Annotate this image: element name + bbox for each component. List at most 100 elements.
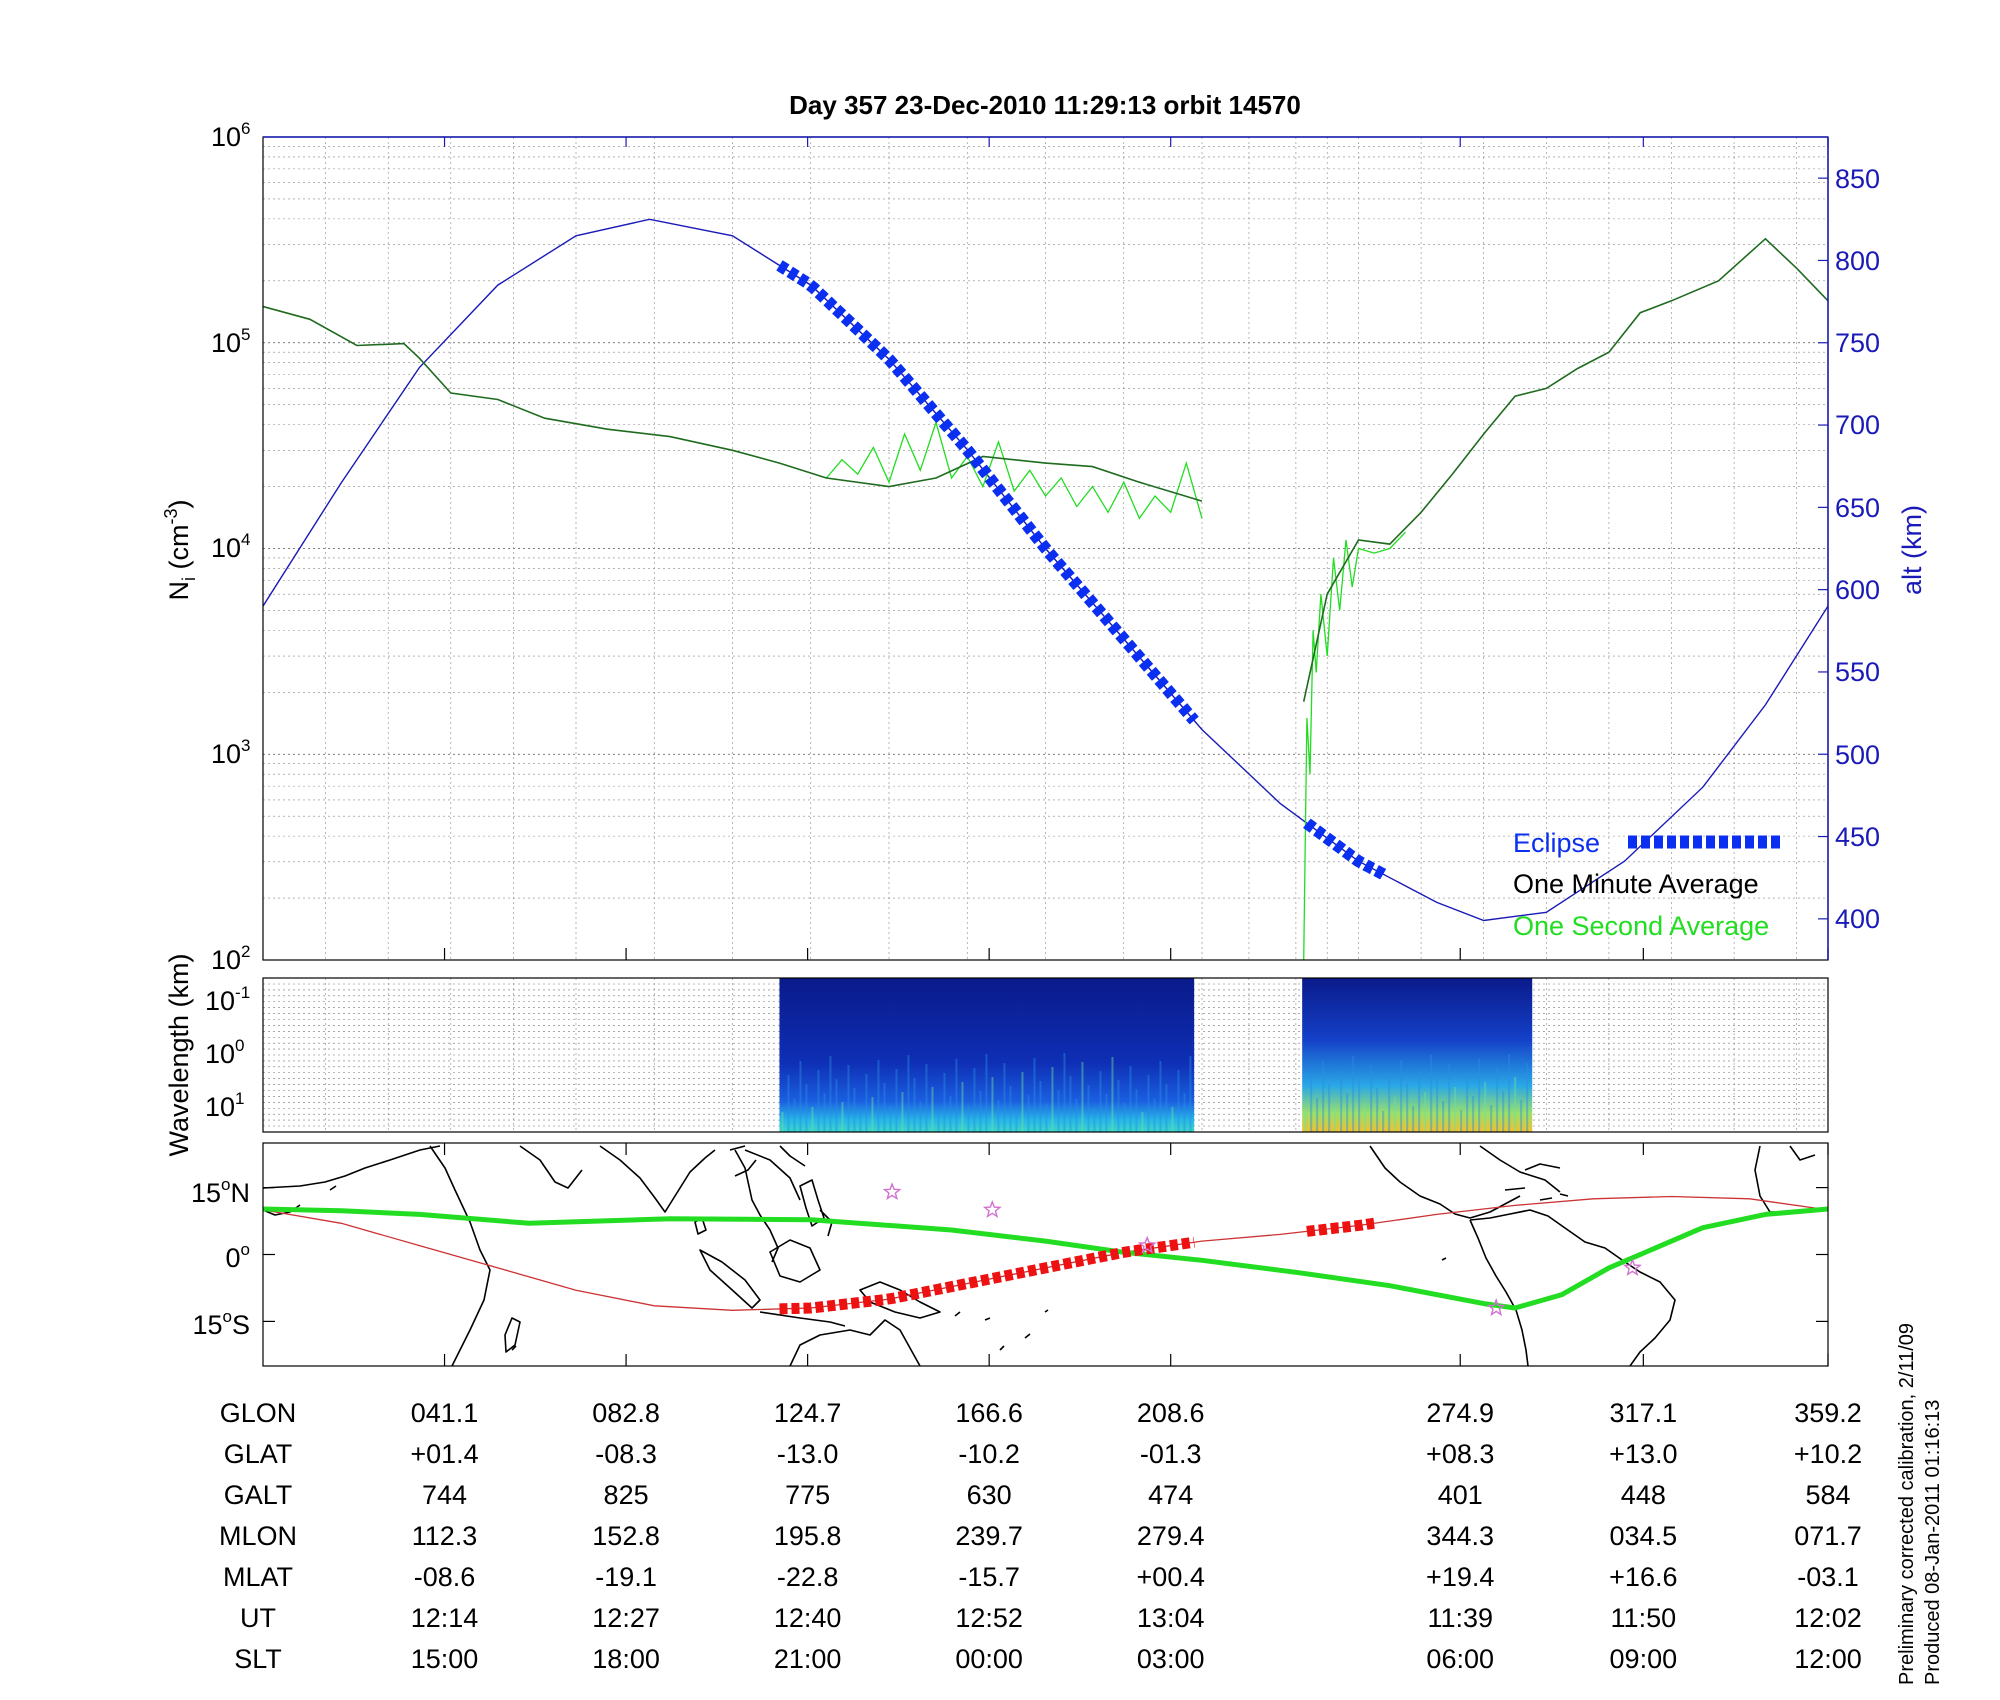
spectrogram-streak: [955, 1059, 958, 1132]
spectrogram-streak: [919, 1101, 922, 1132]
spectrogram-streak: [799, 1061, 802, 1132]
table-cell: 12:14: [411, 1603, 479, 1633]
one-second-layer: [825, 420, 1406, 960]
alt-tick-label: 850: [1835, 164, 1880, 194]
table-cell: 06:00: [1426, 1644, 1494, 1674]
table-cell: 00:00: [955, 1644, 1023, 1674]
spectrogram-streak: [1322, 1061, 1325, 1132]
y-tick-label: 105: [211, 325, 251, 358]
spectrogram-streak: [1099, 1071, 1102, 1132]
table-row-label: MLON: [219, 1521, 297, 1551]
spectrogram-streak: [1310, 1075, 1313, 1132]
table-cell: 12:02: [1794, 1603, 1862, 1633]
spectrogram-streak: [1472, 1096, 1475, 1132]
eclipse-track-segment: [779, 1236, 1195, 1315]
table-cell: 13:04: [1137, 1603, 1205, 1633]
footnote: Preliminary corrected calibration, 2/11/…: [1896, 1323, 1944, 1685]
coastline-south-america: [1469, 1209, 1676, 1366]
spectrogram-streak: [1015, 1109, 1018, 1132]
alt-tick-label: 450: [1835, 822, 1880, 852]
spectrogram-streak: [1424, 1092, 1427, 1132]
footnote-line1: Preliminary corrected calibration, 2/11/…: [1896, 1323, 1918, 1685]
star-marker: [1137, 1235, 1157, 1254]
coastline-madagascar: [504, 1317, 521, 1353]
legend-eclipse-label: Eclipse: [1513, 828, 1600, 858]
table-cell: 071.7: [1794, 1521, 1862, 1551]
spectrogram-streak: [1328, 1084, 1331, 1132]
spectrogram-streak: [1364, 1102, 1367, 1132]
table-cell: +00.4: [1137, 1562, 1205, 1592]
density-y-tick-labels: 102 103 104 105 106: [211, 119, 251, 975]
spectrogram-streak: [937, 1110, 940, 1132]
table-cell: 239.7: [955, 1521, 1023, 1551]
wavelength-tick-label: 10-1: [205, 983, 250, 1016]
legend: Eclipse One Minute Average One Second Av…: [1513, 828, 1780, 941]
map-lat-labels: 15oN 0o 15oS: [191, 1175, 250, 1340]
table-cell: 15:00: [411, 1644, 479, 1674]
coastline-pacific-islands: [329, 1185, 1049, 1351]
spectrogram-streak: [1093, 1108, 1096, 1132]
table-cell: 279.4: [1137, 1521, 1205, 1551]
density-grid: [262, 137, 1829, 961]
spectrogram-streak: [991, 1077, 994, 1132]
spectrogram-streak: [1189, 1056, 1192, 1132]
table-row-label: GLON: [220, 1398, 297, 1428]
spectrogram-streak: [931, 1087, 934, 1132]
density-panel: 102 103 104 105 106 Ni (cm-3) 400 450 50…: [161, 119, 1927, 975]
table-cell: 11:50: [1611, 1603, 1677, 1633]
table-row-label: GLAT: [224, 1439, 293, 1469]
spectrogram-streak: [1508, 1054, 1511, 1132]
density-series: [263, 218, 1828, 960]
table-row-label: GALT: [224, 1480, 293, 1510]
spectrogram-streak: [1334, 1107, 1337, 1132]
spectrogram-streak: [817, 1070, 820, 1132]
spectrogram-streak: [979, 1091, 982, 1132]
wavelength-tick-label: 100: [205, 1036, 245, 1069]
ground-track-line: [263, 1206, 1828, 1311]
table-cell: 825: [604, 1480, 649, 1510]
spectrogram-streak: [811, 1107, 814, 1132]
table-cell: +08.3: [1426, 1439, 1494, 1469]
spectrogram-streak: [1159, 1061, 1162, 1132]
spectrogram-streak: [1087, 1085, 1090, 1132]
spectrogram-streak: [1358, 1079, 1361, 1132]
map-area: [263, 1143, 1828, 1366]
spectrogram-streak: [907, 1055, 910, 1132]
table-cell: 584: [1805, 1480, 1850, 1510]
table-cell: 12:40: [774, 1603, 842, 1633]
spectrogram-streak: [1063, 1053, 1066, 1132]
spectrogram-streak: [1460, 1110, 1463, 1132]
spectrogram-streak: [1117, 1080, 1120, 1132]
spectrogram-streak: [943, 1073, 946, 1132]
lat-tick-label: 0o: [226, 1240, 251, 1273]
one-second-line: [1303, 531, 1406, 960]
spectrogram-streak: [823, 1093, 826, 1132]
eclipse-layer: [776, 260, 1387, 880]
star-marker: [1622, 1257, 1642, 1277]
spectrogram-y-tick-labels: 10-1 100 101: [205, 983, 250, 1122]
y-tick-label: 104: [211, 530, 251, 563]
spectrogram-streak: [1400, 1060, 1403, 1132]
spectrogram-streak: [1135, 1089, 1138, 1132]
star-marker: [982, 1199, 1002, 1219]
table-cell: 317.1: [1610, 1398, 1678, 1428]
lat-tick-label: 15oS: [192, 1307, 250, 1340]
spectrogram-streak: [1177, 1070, 1180, 1132]
coastline-sumatra: [699, 1249, 761, 1309]
table-cell: 359.2: [1794, 1398, 1862, 1428]
spectrogram-streak: [829, 1056, 832, 1132]
eclipse-segment: [1303, 818, 1387, 880]
table-cell: -19.1: [595, 1562, 657, 1592]
spectrogram-streak: [859, 1111, 862, 1132]
spectrogram-streak: [1394, 1097, 1397, 1132]
table-cell: 03:00: [1137, 1644, 1205, 1674]
table-cell: +16.6: [1609, 1562, 1677, 1592]
star-marker: [1486, 1298, 1506, 1317]
spectrogram-streak: [1514, 1077, 1517, 1132]
spectrogram-block: [1302, 978, 1533, 1132]
table-cell: -10.2: [958, 1439, 1020, 1469]
eclipse-segment: [776, 260, 1199, 725]
alt-tick-label: 550: [1835, 657, 1880, 687]
table-cell: 744: [422, 1480, 467, 1510]
